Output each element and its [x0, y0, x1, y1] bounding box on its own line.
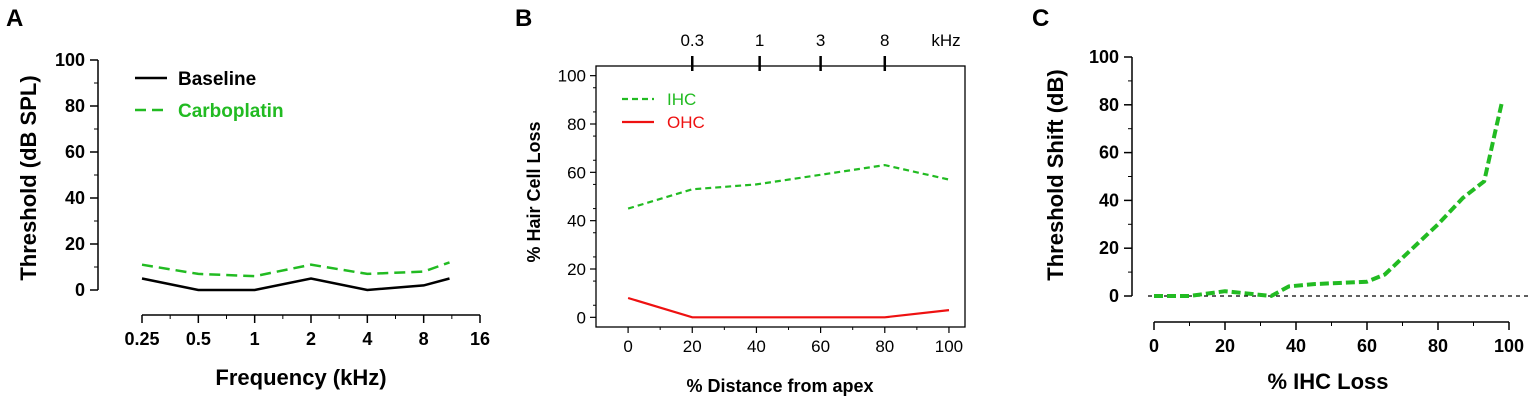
panel-c-series: [1154, 101, 1504, 298]
panel-b-plot-frame: [595, 65, 966, 328]
panel-b-axes: 0 20 40 60 80 100 0 20 40 60 80 100: [558, 67, 964, 356]
panel-a-series-line-baseline: [141, 277, 450, 292]
panel-b-legend-label-ohc: OHC: [667, 113, 705, 132]
panel-c-y-tick-label: 40: [1099, 190, 1119, 210]
panel-c-y-tick-label: 0: [1109, 286, 1119, 306]
panel-b-x-tick-label: 0: [623, 337, 632, 356]
panel-c-x-tick-label: 100: [1494, 336, 1524, 356]
panel-c-x-tick-label: 80: [1428, 336, 1448, 356]
panel-b-y-tick-label: 80: [567, 115, 586, 134]
panel-b-x-tick-label: 20: [683, 337, 702, 356]
panel-a-y-tick-label: 80: [65, 96, 85, 116]
panel-b-x-tick-label: 80: [875, 337, 894, 356]
panel-a-series: [141, 261, 450, 292]
panel-c-chart: 0 20 40 60 80 100 0 20 40 60 80 100 % IHC Loss Thre…: [1043, 47, 1532, 394]
panel-a-legend-label-carboplatin: Carboplatin: [178, 101, 284, 122]
panel-b-top-tick-label: 3: [816, 31, 825, 50]
panel-a-legend-label-baseline: Baseline: [178, 69, 256, 90]
panel-a-y-tick-label: 100: [55, 50, 85, 70]
panel-a-chart: 0 20 40 60 80 100 0.25 0.5 1 2 4 8 16 Baseline Carbop…: [16, 50, 490, 390]
panel-c-y-tick-label: 20: [1099, 238, 1119, 258]
panel-a-y-tick-label: 20: [65, 234, 85, 254]
panel-letter-a: A: [6, 5, 23, 32]
panel-b-x-tick-label: 40: [747, 337, 766, 356]
panel-a-y-tick-label: 0: [75, 280, 85, 300]
panel-b-y-tick-label: 40: [567, 212, 586, 231]
panel-a-x-axis-title: Frequency (kHz): [215, 365, 386, 390]
panel-letter-b: B: [515, 5, 532, 32]
panel-a-legend: Baseline Carboplatin: [135, 69, 284, 122]
panel-b-top-axis-unit: kHz: [931, 31, 960, 50]
panel-b-chart: 0 20 40 60 80 100 0 20 40 60 80 100 0.3 1 3 8 kHz IHC OH…: [524, 31, 966, 396]
panel-c-x-tick-label: 40: [1286, 336, 1306, 356]
panel-c-y-tick-label: 80: [1099, 95, 1119, 115]
panel-c-x-tick-label: 0: [1149, 336, 1159, 356]
panel-a-x-tick-label: 8: [419, 329, 429, 349]
panel-c-series-line: [1154, 101, 1504, 298]
panel-b-top-tick-label: 0.3: [680, 31, 704, 50]
panel-c-x-tick-label: 20: [1215, 336, 1235, 356]
panel-a-x-tick-label: 16: [470, 329, 490, 349]
panel-b-x-axis-title: % Distance from apex: [686, 376, 873, 396]
panel-b-series-line-ohc: [627, 296, 950, 319]
panel-b-x-tick-label: 100: [935, 337, 963, 356]
panel-a-y-tick-label: 60: [65, 142, 85, 162]
panel-a-y-axis-title: Threshold (dB SPL): [16, 75, 41, 280]
panel-c-x-axis-title: % IHC Loss: [1267, 369, 1388, 394]
panel-c-y-axis-title: Threshold Shift (dB): [1043, 69, 1068, 280]
panel-b-y-tick-label: 20: [567, 260, 586, 279]
panel-c-y-tick-label: 100: [1089, 47, 1119, 67]
panel-a-series-line-carboplatin: [141, 261, 450, 278]
panel-b-y-tick-label: 0: [577, 308, 586, 327]
panel-b-y-tick-label: 100: [558, 67, 586, 86]
panel-b-top-frequency-axis: 0.3 1 3 8 kHz: [680, 31, 961, 71]
panel-b-top-tick-label: 8: [880, 31, 889, 50]
panel-b-y-tick-label: 60: [567, 163, 586, 182]
panel-a-x-tick-label: 2: [306, 329, 316, 349]
panel-b-legend-label-ihc: IHC: [667, 90, 696, 109]
panel-b-series-line-ihc: [627, 163, 950, 210]
panel-letter-c: C: [1032, 5, 1049, 32]
panel-b-x-tick-label: 60: [811, 337, 830, 356]
panel-b-y-axis-title: % Hair Cell Loss: [524, 121, 544, 262]
panel-b-series: [627, 163, 950, 319]
panel-a-x-tick-label: 0.5: [186, 329, 211, 349]
panel-b-legend: IHC OHC: [622, 90, 705, 132]
panel-a-x-tick-label: 4: [362, 329, 372, 349]
panel-a-x-tick-label: 0.25: [124, 329, 159, 349]
panel-c-axes: 0 20 40 60 80 100 0 20 40 60 80 100: [1089, 47, 1532, 356]
panel-c-y-tick-label: 60: [1099, 143, 1119, 163]
panel-b-top-tick-label: 1: [755, 31, 764, 50]
panel-a-x-tick-label: 1: [250, 329, 260, 349]
panel-a-y-tick-label: 40: [65, 188, 85, 208]
panel-a-axes: 0 20 40 60 80 100 0.25 0.5 1 2 4 8 16: [55, 50, 490, 349]
panel-c-x-tick-label: 60: [1357, 336, 1377, 356]
